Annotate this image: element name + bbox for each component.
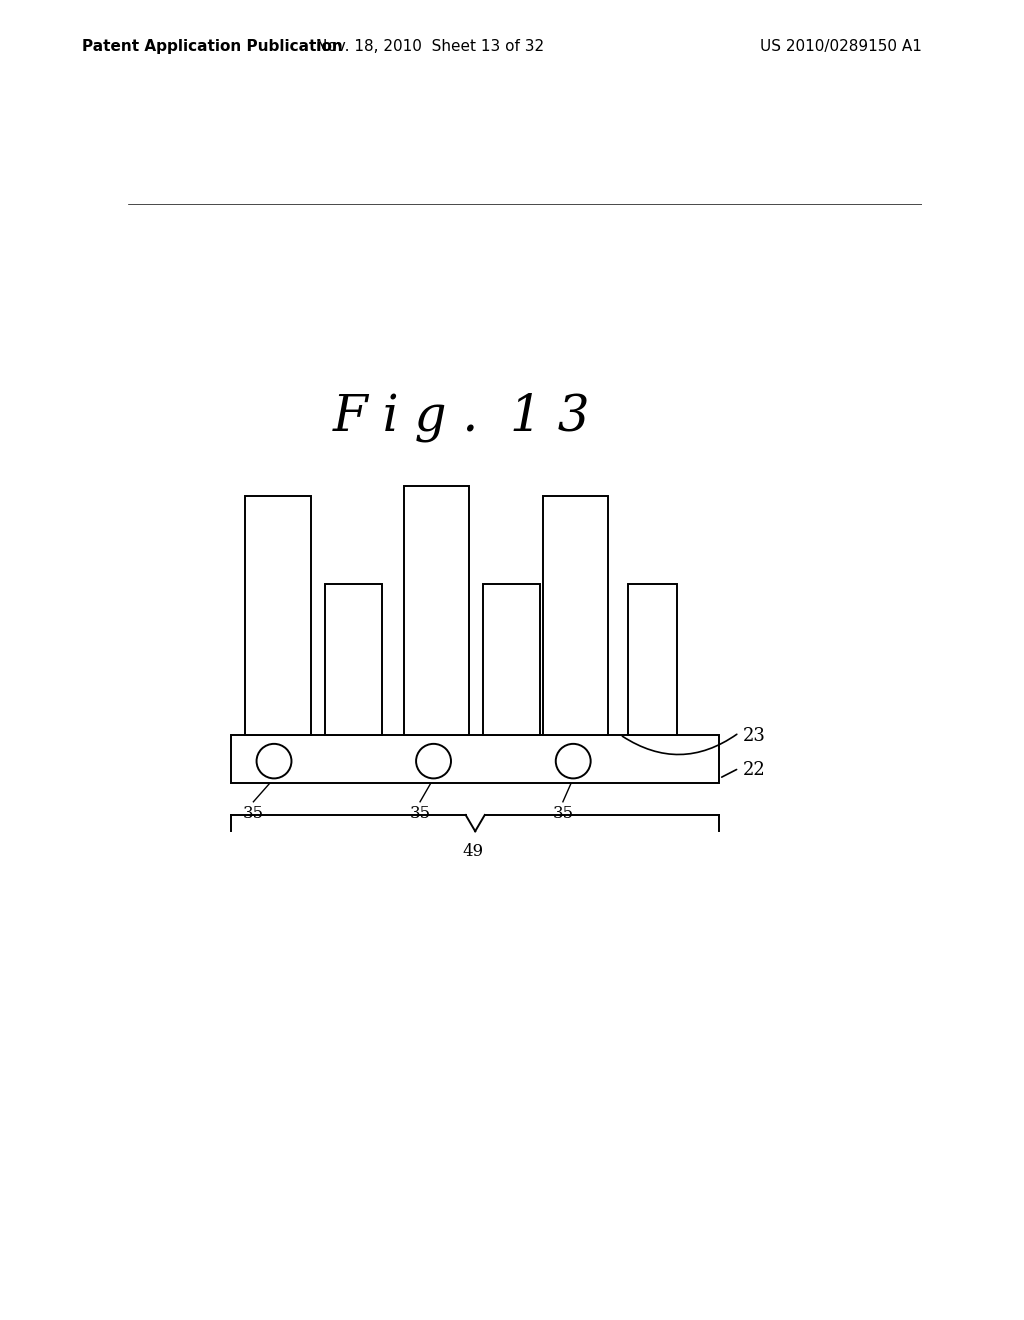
Text: Patent Application Publication: Patent Application Publication bbox=[82, 38, 343, 54]
Text: Nov. 18, 2010  Sheet 13 of 32: Nov. 18, 2010 Sheet 13 of 32 bbox=[316, 38, 544, 54]
Bar bbox=[628, 585, 677, 735]
Ellipse shape bbox=[416, 744, 451, 779]
Text: 35: 35 bbox=[410, 805, 431, 822]
Text: 35: 35 bbox=[243, 805, 264, 822]
Ellipse shape bbox=[257, 744, 292, 779]
Text: 49: 49 bbox=[463, 843, 483, 861]
Bar bbox=[482, 585, 540, 735]
Bar bbox=[543, 496, 608, 735]
Bar bbox=[246, 496, 310, 735]
Text: 23: 23 bbox=[743, 727, 766, 744]
Bar bbox=[231, 735, 719, 784]
Ellipse shape bbox=[556, 744, 591, 779]
Text: F i g .  1 3: F i g . 1 3 bbox=[333, 393, 590, 442]
Text: US 2010/0289150 A1: US 2010/0289150 A1 bbox=[760, 38, 922, 54]
Text: 22: 22 bbox=[743, 762, 766, 779]
Bar bbox=[404, 486, 469, 735]
Text: 35: 35 bbox=[552, 805, 573, 822]
Bar bbox=[325, 585, 382, 735]
